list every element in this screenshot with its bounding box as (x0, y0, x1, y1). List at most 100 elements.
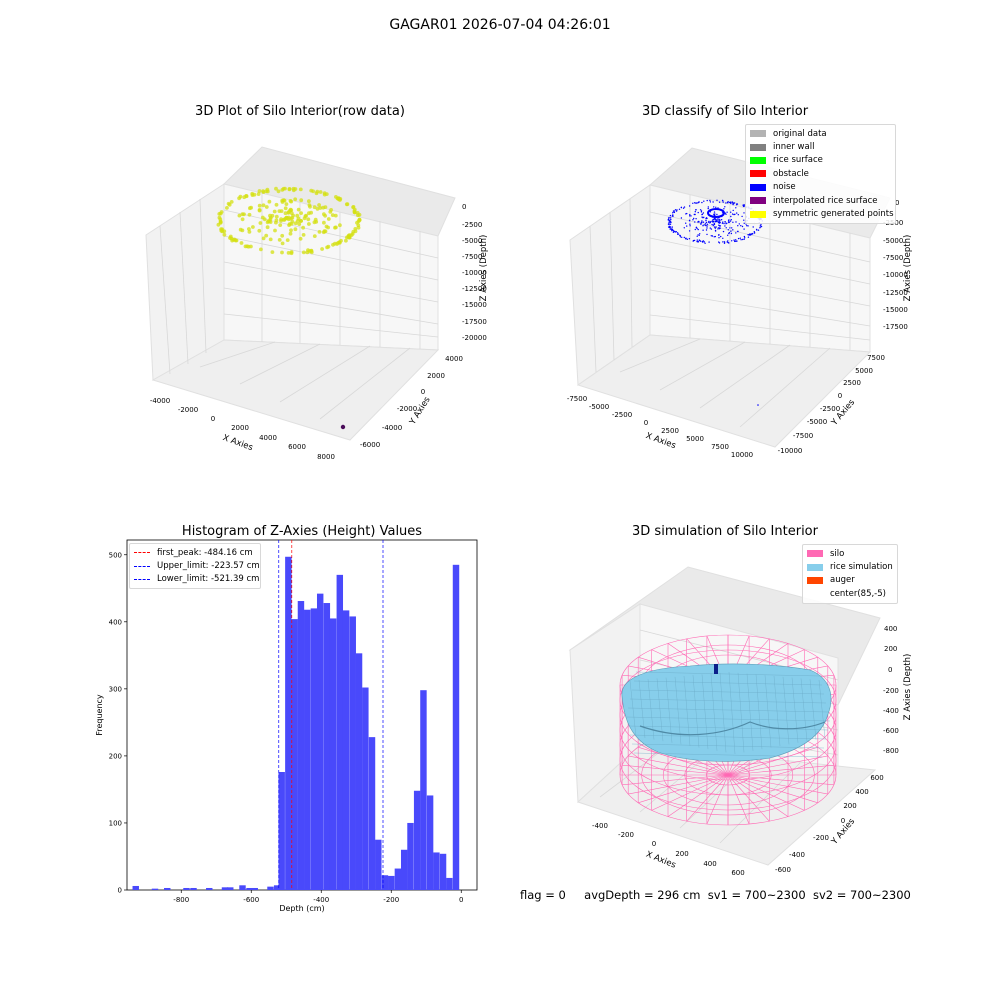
classify-point (674, 209, 677, 211)
classify-point (703, 241, 706, 243)
classify-point (737, 214, 739, 216)
rice-mesh-line (633, 680, 823, 686)
raw-point (317, 230, 322, 234)
raw-point (278, 223, 283, 228)
classify-point (743, 204, 746, 206)
classify-point (728, 221, 730, 224)
raw-point (247, 230, 252, 234)
classify-point (739, 237, 741, 239)
legend-item: Upper_limit: -223.57 cm (134, 559, 260, 572)
raw-point (334, 195, 338, 199)
classify-point (759, 224, 762, 226)
silo-bottom-spoke (727, 746, 818, 776)
raw-point (280, 241, 285, 246)
classify-point (677, 233, 679, 235)
raw-point (283, 206, 288, 211)
histogram-ytick-label: 0 (118, 887, 122, 895)
classify-point (746, 225, 748, 227)
classify-point (740, 225, 742, 227)
classify-point (701, 213, 703, 216)
raw-point (270, 250, 275, 255)
sim-xtick: 200 (675, 850, 688, 858)
raw-point (238, 194, 243, 199)
classify-point (722, 200, 724, 202)
raw-point (291, 186, 296, 191)
classify-point (743, 235, 746, 238)
raw-ytick: -4000 (382, 424, 402, 432)
raw-point (272, 209, 277, 214)
raw-point (295, 213, 300, 218)
classify-point (727, 234, 729, 236)
classify-point (725, 213, 727, 215)
raw-point (257, 189, 262, 193)
classify-point (740, 239, 742, 241)
classify-point (696, 240, 698, 243)
classify-ytick: -10000 (778, 447, 803, 455)
histogram-bar (329, 618, 337, 890)
rice-mesh-line (665, 677, 673, 743)
classify-point (667, 219, 669, 221)
histogram-bar (362, 687, 369, 890)
classify-point (718, 227, 720, 229)
histogram-legend: first_peak: -484.16 cm Upper_limit: -223… (129, 543, 261, 590)
classify-point (685, 213, 687, 215)
histogram-xtick-label: -200 (383, 896, 399, 904)
histogram-bar (420, 690, 427, 890)
raw-point (289, 250, 294, 254)
classify-point (698, 201, 700, 203)
classify-point (699, 209, 702, 211)
classify-point (747, 236, 750, 238)
raw-point (280, 198, 285, 203)
histogram-xtick-label: 0 (459, 896, 463, 904)
raw-zlabel: Z Axies (Depth) (479, 235, 489, 302)
sim-ytick: 0 (841, 817, 845, 825)
raw-point (288, 231, 293, 236)
histogram-ytick-label: 200 (109, 752, 122, 760)
raw-point (222, 229, 227, 234)
classify-point (729, 227, 731, 229)
legend-item: obstacle (750, 167, 891, 180)
classify-point (711, 235, 714, 237)
classify-point (712, 218, 714, 221)
raw-point (257, 208, 262, 213)
raw-point (289, 199, 294, 204)
status-footer: flag = 0 avgDepth = 296 cm sv1 = 700~230… (520, 888, 911, 902)
classify-point (714, 227, 716, 229)
classify-point (726, 222, 728, 224)
classify-point (680, 206, 683, 209)
classify-point (694, 228, 696, 231)
raw-point (352, 209, 357, 214)
classify-point (752, 226, 754, 228)
rice-mesh-line (674, 676, 682, 745)
raw-point (323, 205, 328, 210)
classify-point (747, 234, 749, 236)
figure-title: GAGAR01 2026-07-04 04:26:01 (389, 17, 611, 33)
simulation-legend: silo rice simulation auger center(85,-5) (802, 544, 898, 604)
raw-point (219, 228, 224, 233)
classify-point (723, 242, 726, 244)
rice-mesh-line (800, 678, 808, 742)
rice-mesh-line (638, 679, 646, 739)
histogram-plot: -800 -600 -400 -200 0 0 100 200 300 400 500 Depth… (95, 539, 478, 913)
classify-point (695, 202, 697, 204)
classify-point (683, 206, 686, 208)
classify-point (745, 223, 747, 225)
rice-mesh-line (627, 707, 829, 713)
legend-item: auger (807, 574, 893, 587)
classify-point (698, 220, 700, 223)
histogram-bar (285, 556, 292, 890)
classify-point (730, 211, 732, 213)
raw-point (225, 206, 229, 210)
classify-point (679, 236, 682, 238)
raw-point (256, 192, 261, 197)
histogram-bar (400, 849, 408, 890)
classify-point (743, 212, 745, 214)
raw-point (273, 228, 277, 233)
classify-point (731, 240, 733, 242)
classify-point (694, 211, 696, 213)
classify-ytick: 0 (838, 392, 842, 400)
classify-ytick: -2500 (820, 405, 840, 413)
classify-point (669, 220, 671, 222)
classify-point (696, 227, 698, 230)
raw-point (261, 190, 266, 195)
